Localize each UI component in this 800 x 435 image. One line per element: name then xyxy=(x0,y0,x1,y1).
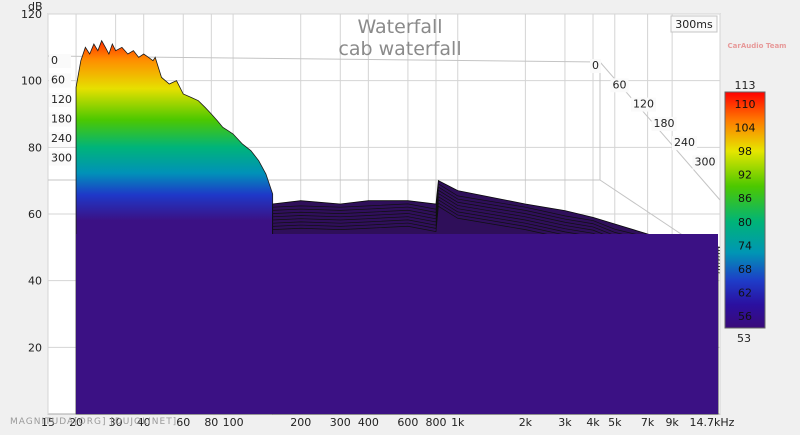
time-label: 300ms xyxy=(675,18,713,31)
time-tick-box xyxy=(692,155,718,170)
time-tick-box xyxy=(651,116,677,131)
x-tick-label: 1k xyxy=(451,416,465,429)
color-scale-top: 113 xyxy=(735,79,756,92)
color-scale-tick: 92 xyxy=(738,169,752,182)
color-scale-bar xyxy=(724,91,766,329)
time-tick-box xyxy=(49,73,71,88)
color-scale-tick: 68 xyxy=(738,263,752,276)
time-tick-box xyxy=(672,136,697,151)
time-tick-box xyxy=(49,54,71,68)
time-tick-label: 180 xyxy=(51,113,72,126)
time-tick-label: 240 xyxy=(51,132,72,145)
x-tick-label: 40 xyxy=(137,416,151,429)
x-tick-label: 800 xyxy=(425,416,446,429)
footer-text: MAGNITUDA[ORG] [DUJOLINET] xyxy=(10,417,177,427)
color-scale-ticks: 110 104 98 92 86 80 74 68 62 56 xyxy=(735,98,756,323)
time-tick-label: 180 xyxy=(654,117,675,130)
x-tick-label: 80 xyxy=(204,416,218,429)
x-tick-label: 30 xyxy=(109,416,123,429)
color-scale-tick: 62 xyxy=(738,287,752,300)
chart-subtitle: cab waterfall xyxy=(338,38,461,60)
time-tick-box xyxy=(590,59,601,73)
x-tick-label: 14.7kHz xyxy=(690,416,735,429)
time-tick-box xyxy=(49,112,71,127)
y-axis-ticks: 20 40 60 80 100 120 xyxy=(21,8,42,354)
color-scale-tick: 110 xyxy=(735,98,756,111)
spectrum-base xyxy=(76,234,719,414)
time-axis-left: 0 60 120 180 240 300 xyxy=(49,54,72,166)
time-tick-box xyxy=(610,78,629,93)
x-tick-label: 2k xyxy=(519,416,533,429)
time-tick-label: 300 xyxy=(51,152,72,165)
color-scale-tick: 98 xyxy=(738,145,752,158)
color-scale-tick: 104 xyxy=(735,121,756,134)
time-tick-label: 120 xyxy=(633,98,654,111)
color-scale-tick: 74 xyxy=(738,239,752,252)
y-tick-label: 40 xyxy=(28,275,42,288)
color-scale-tick: 86 xyxy=(738,192,752,205)
y-axis-unit: dB xyxy=(28,0,43,13)
x-tick-label: 4k xyxy=(586,416,600,429)
x-tick-label: 7k xyxy=(641,416,655,429)
x-tick-label: 5k xyxy=(608,416,622,429)
time-tick-box xyxy=(631,97,656,112)
x-tick-label: 400 xyxy=(358,416,379,429)
x-tick-label: 600 xyxy=(397,416,418,429)
time-tick-label: 0 xyxy=(51,54,58,67)
x-tick-label: 300 xyxy=(330,416,351,429)
x-tick-label: 20 xyxy=(69,416,83,429)
x-tick-label: 3k xyxy=(558,416,572,429)
time-tick-label: 0 xyxy=(592,59,599,72)
time-tick-box xyxy=(49,151,71,166)
time-tick-box xyxy=(49,132,71,146)
time-tick-label: 240 xyxy=(674,136,695,149)
y-tick-label: 60 xyxy=(28,208,42,221)
time-tick-label: 60 xyxy=(51,74,65,87)
y-tick-label: 100 xyxy=(21,75,42,88)
y-tick-label: 20 xyxy=(28,341,42,354)
time-tick-label: 60 xyxy=(613,78,627,91)
color-scale-tick: 80 xyxy=(738,216,752,229)
x-tick-label: 15 xyxy=(41,416,55,429)
x-tick-label: 60 xyxy=(176,416,190,429)
time-tick-label: 300 xyxy=(695,156,716,169)
time-label-box xyxy=(670,15,718,33)
x-tick-label: 9k xyxy=(665,416,679,429)
x-tick-label: 100 xyxy=(223,416,244,429)
y-tick-label: 120 xyxy=(21,8,42,21)
y-tick-label: 80 xyxy=(28,141,42,154)
time-tick-box xyxy=(49,93,71,107)
color-scale-tick: 56 xyxy=(738,310,752,323)
chart-title: Waterfall xyxy=(357,16,442,38)
watermark-sub: CarAudio Team xyxy=(728,42,787,50)
x-axis-ticks: 15 20 30 40 60 80 100 200 300 400 600 800 1k 2k 3k 4k 5k… xyxy=(41,416,735,429)
x-tick-label: 200 xyxy=(290,416,311,429)
color-scale-bottom: 53 xyxy=(737,332,751,345)
time-tick-label: 120 xyxy=(51,93,72,106)
